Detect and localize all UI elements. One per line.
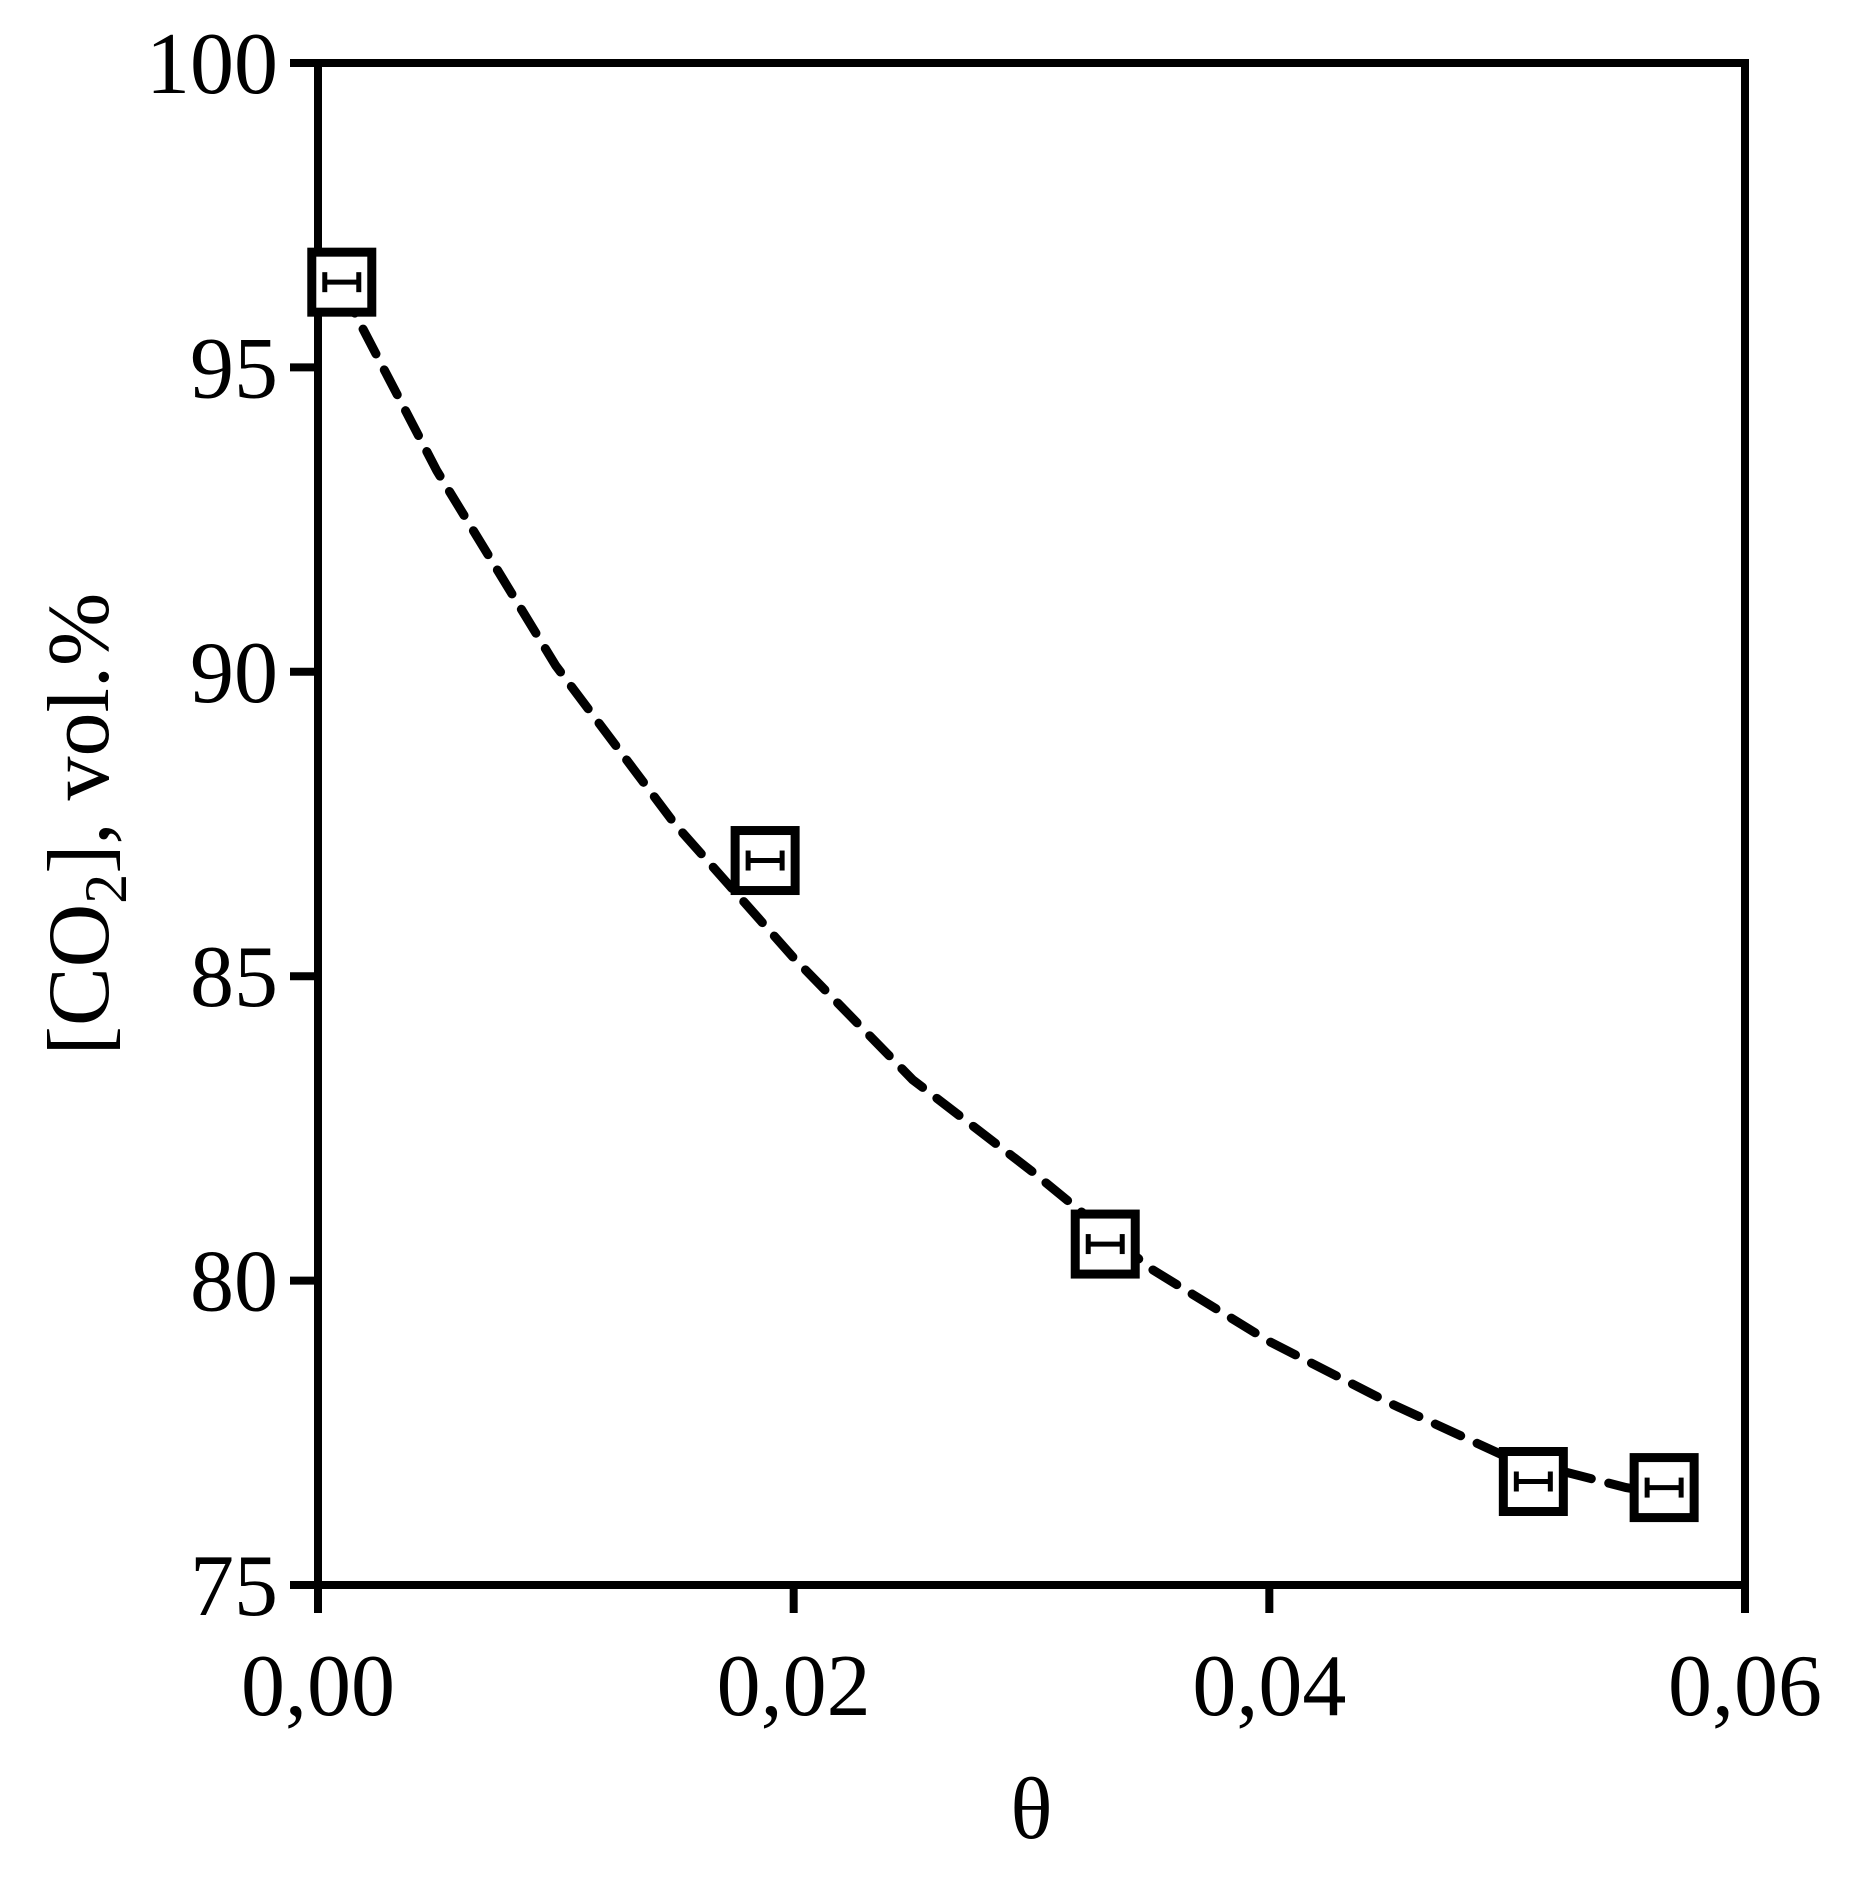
data-point [1070,1209,1140,1279]
square-marker [307,247,377,317]
y-tick-label: 95 [190,320,278,417]
x-tick-label: 0,04 [1192,1638,1346,1735]
data-point [307,247,377,317]
y-tick-label: 90 [190,625,278,722]
y-axis-title: [CO2], vol.% [31,593,139,1056]
x-tick-label: 0,06 [1668,1638,1822,1735]
x-axis-title: θ [1010,1761,1052,1858]
plot-frame [314,59,1749,1589]
y-tick-label: 100 [146,16,278,113]
x-tick-label: 0,02 [717,1638,871,1735]
data-point [1498,1447,1568,1517]
data-point [1629,1453,1699,1523]
y-tick-label: 80 [190,1234,278,1331]
y-axis-ticks: 75 80 85 90 95 100 [146,16,318,1635]
y-tick-label: 75 [190,1538,278,1635]
y-tick-label: 85 [190,929,278,1026]
y-axis-title-prefix: [CO [31,904,128,1056]
y-axis-title-subscript: 2 [73,874,139,904]
x-axis-ticks: 0,00 0,02 0,04 0,06 [241,1585,1822,1735]
x-tick-label: 0,00 [241,1638,395,1735]
trendline [337,283,1669,1499]
trendline-group [337,283,1669,1499]
plot-border [314,59,1749,1589]
data-point [730,826,800,896]
y-axis-title-suffix: ], vol.% [31,593,128,874]
data-points [307,247,1699,1523]
